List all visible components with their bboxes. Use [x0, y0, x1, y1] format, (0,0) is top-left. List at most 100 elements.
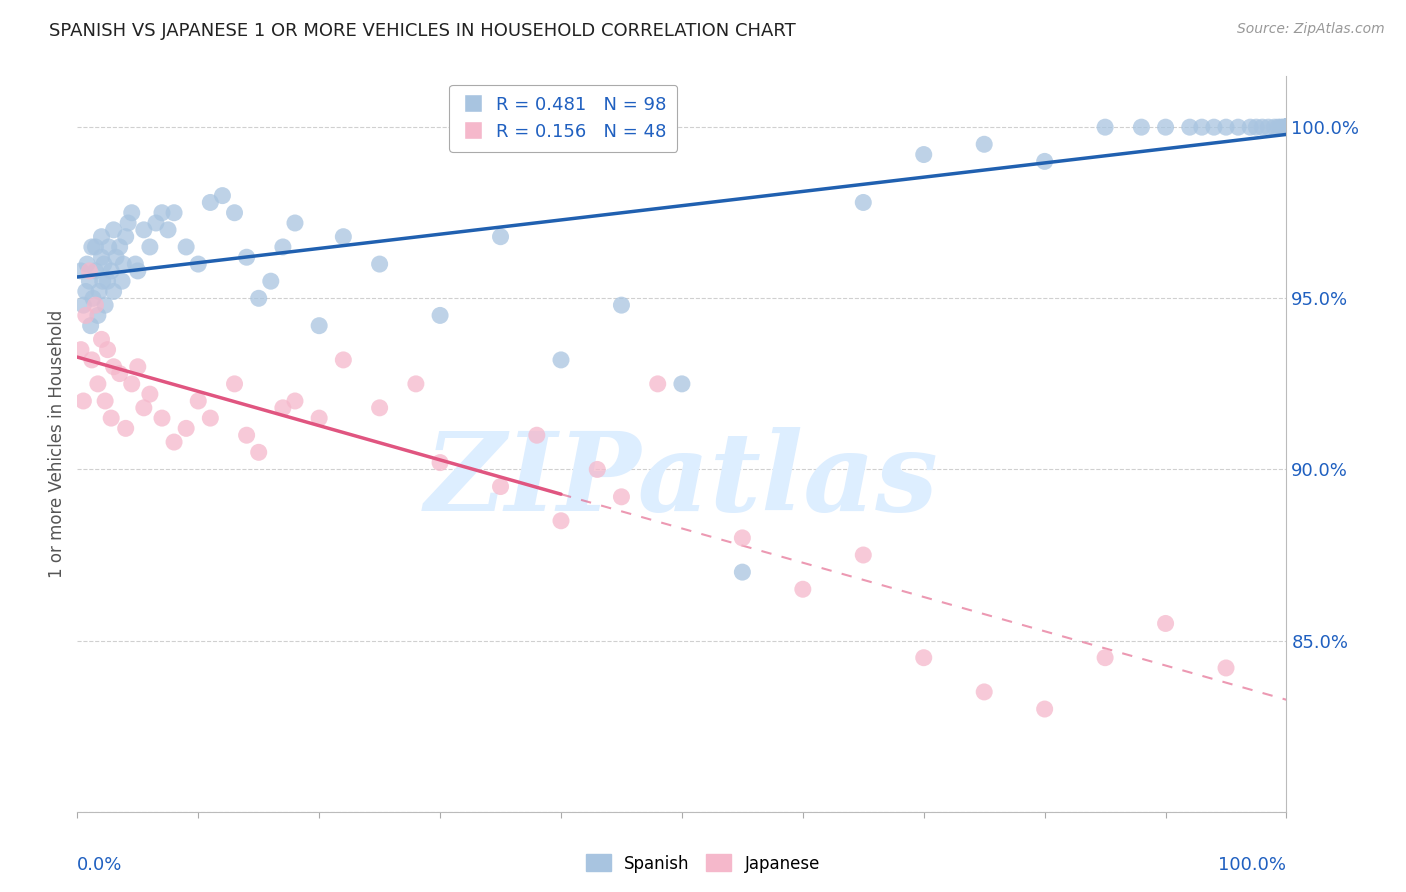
Point: [1178, 120, 1201, 135]
Point: [1275, 120, 1298, 135]
Point: [1275, 120, 1298, 135]
Point: [96, 343, 118, 357]
Point: [1272, 120, 1295, 135]
Point: [1239, 120, 1261, 135]
Point: [96, 274, 118, 288]
Point: [731, 565, 754, 579]
Point: [90, 332, 112, 346]
Point: [852, 548, 875, 562]
Point: [1267, 120, 1289, 135]
Point: [1275, 120, 1298, 135]
Point: [235, 250, 257, 264]
Legend: R = 0.481   N = 98, R = 0.156   N = 48: R = 0.481 N = 98, R = 0.156 N = 48: [449, 85, 678, 152]
Point: [1275, 120, 1298, 135]
Point: [1257, 120, 1279, 135]
Point: [1154, 616, 1177, 631]
Point: [163, 435, 186, 450]
Point: [187, 257, 209, 271]
Point: [260, 274, 283, 288]
Point: [94, 394, 117, 409]
Point: [731, 531, 754, 545]
Point: [70, 264, 93, 278]
Point: [114, 229, 136, 244]
Point: [1094, 120, 1116, 135]
Point: [174, 421, 197, 435]
Point: [103, 359, 125, 374]
Point: [550, 352, 572, 367]
Point: [1275, 120, 1298, 135]
Text: 0.0%: 0.0%: [77, 856, 122, 874]
Point: [79, 264, 101, 278]
Text: SPANISH VS JAPANESE 1 OR MORE VEHICLES IN HOUSEHOLD CORRELATION CHART: SPANISH VS JAPANESE 1 OR MORE VEHICLES I…: [49, 22, 796, 40]
Y-axis label: 1 or more Vehicles in Household: 1 or more Vehicles in Household: [48, 310, 66, 578]
Point: [912, 147, 935, 161]
Point: [103, 285, 125, 299]
Point: [80, 240, 103, 254]
Point: [1191, 120, 1213, 135]
Point: [1251, 120, 1274, 135]
Point: [1275, 120, 1298, 135]
Point: [80, 352, 103, 367]
Point: [1275, 120, 1298, 135]
Point: [105, 250, 128, 264]
Point: [1246, 120, 1268, 135]
Point: [1215, 120, 1237, 135]
Point: [145, 216, 167, 230]
Point: [1033, 154, 1056, 169]
Point: [117, 216, 139, 230]
Point: [1202, 120, 1225, 135]
Point: [174, 240, 197, 254]
Point: [97, 240, 120, 254]
Point: [1275, 120, 1298, 135]
Point: [1275, 120, 1298, 135]
Point: [79, 318, 101, 333]
Point: [405, 376, 427, 391]
Point: [1270, 120, 1292, 135]
Point: [308, 318, 330, 333]
Point: [1275, 120, 1298, 135]
Point: [127, 264, 149, 278]
Point: [526, 428, 548, 442]
Point: [429, 456, 451, 470]
Point: [82, 291, 104, 305]
Point: [1275, 120, 1298, 135]
Point: [121, 205, 143, 219]
Point: [90, 229, 112, 244]
Point: [368, 401, 391, 415]
Point: [247, 291, 270, 305]
Point: [70, 343, 93, 357]
Point: [973, 137, 995, 152]
Text: 100.0%: 100.0%: [1219, 856, 1286, 874]
Point: [1275, 120, 1298, 135]
Point: [139, 240, 162, 254]
Point: [1033, 702, 1056, 716]
Point: [75, 309, 97, 323]
Point: [550, 514, 572, 528]
Point: [100, 264, 122, 278]
Point: [111, 274, 134, 288]
Point: [150, 205, 173, 219]
Point: [1274, 120, 1296, 135]
Point: [489, 479, 512, 493]
Point: [211, 188, 233, 202]
Point: [973, 685, 995, 699]
Point: [284, 216, 307, 230]
Point: [114, 421, 136, 435]
Point: [72, 394, 94, 409]
Point: [87, 285, 110, 299]
Point: [489, 229, 512, 244]
Point: [852, 195, 875, 210]
Point: [200, 195, 222, 210]
Legend: Spanish, Japanese: Spanish, Japanese: [579, 847, 827, 880]
Text: Source: ZipAtlas.com: Source: ZipAtlas.com: [1237, 22, 1385, 37]
Point: [1275, 120, 1298, 135]
Point: [610, 298, 633, 312]
Point: [150, 411, 173, 425]
Point: [332, 229, 354, 244]
Point: [94, 298, 117, 312]
Point: [284, 394, 307, 409]
Point: [90, 250, 112, 264]
Point: [429, 309, 451, 323]
Point: [1275, 120, 1298, 135]
Point: [1130, 120, 1153, 135]
